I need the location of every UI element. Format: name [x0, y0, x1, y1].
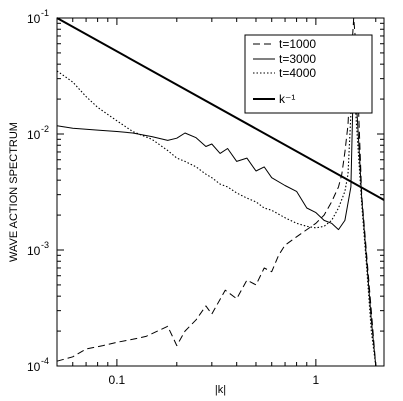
series-line-1	[56, 17, 377, 367]
y-tick-label: 10 -4	[27, 356, 49, 374]
x-axis-label: |k|	[215, 384, 226, 396]
x-tick-label: 0.1	[109, 373, 126, 387]
y-tick-label: 10 -2	[27, 124, 49, 142]
y-tick-exponent: -3	[41, 240, 49, 250]
y-tick-exponent: -2	[41, 124, 49, 134]
legend-label: k⁻¹	[279, 92, 295, 106]
x-tick-label: 1	[313, 373, 320, 387]
y-tick-base: 10	[27, 128, 41, 142]
y-tick-base: 10	[27, 244, 41, 258]
y-tick-exponent: -4	[41, 356, 49, 366]
y-tick-base: 10	[27, 360, 41, 374]
legend-label: t=3000	[279, 52, 316, 66]
y-tick-label: 10 -1	[27, 8, 49, 26]
legend-label: t=4000	[279, 66, 316, 80]
series-line-3	[56, 70, 377, 367]
y-axis-label: WAVE ACTION SPECTRUM	[8, 122, 20, 262]
legend-label: t=1000	[279, 37, 316, 51]
tick-labels-layer: 0.1 110-410-310-210-1	[27, 8, 320, 387]
plot-frame	[56, 17, 385, 367]
series-line-4	[56, 17, 385, 201]
y-tick-base: 10	[27, 12, 41, 26]
axis-ticks-layer	[56, 17, 384, 367]
y-tick-label: 10 -3	[27, 240, 49, 258]
y-tick-exponent: -1	[41, 8, 49, 18]
